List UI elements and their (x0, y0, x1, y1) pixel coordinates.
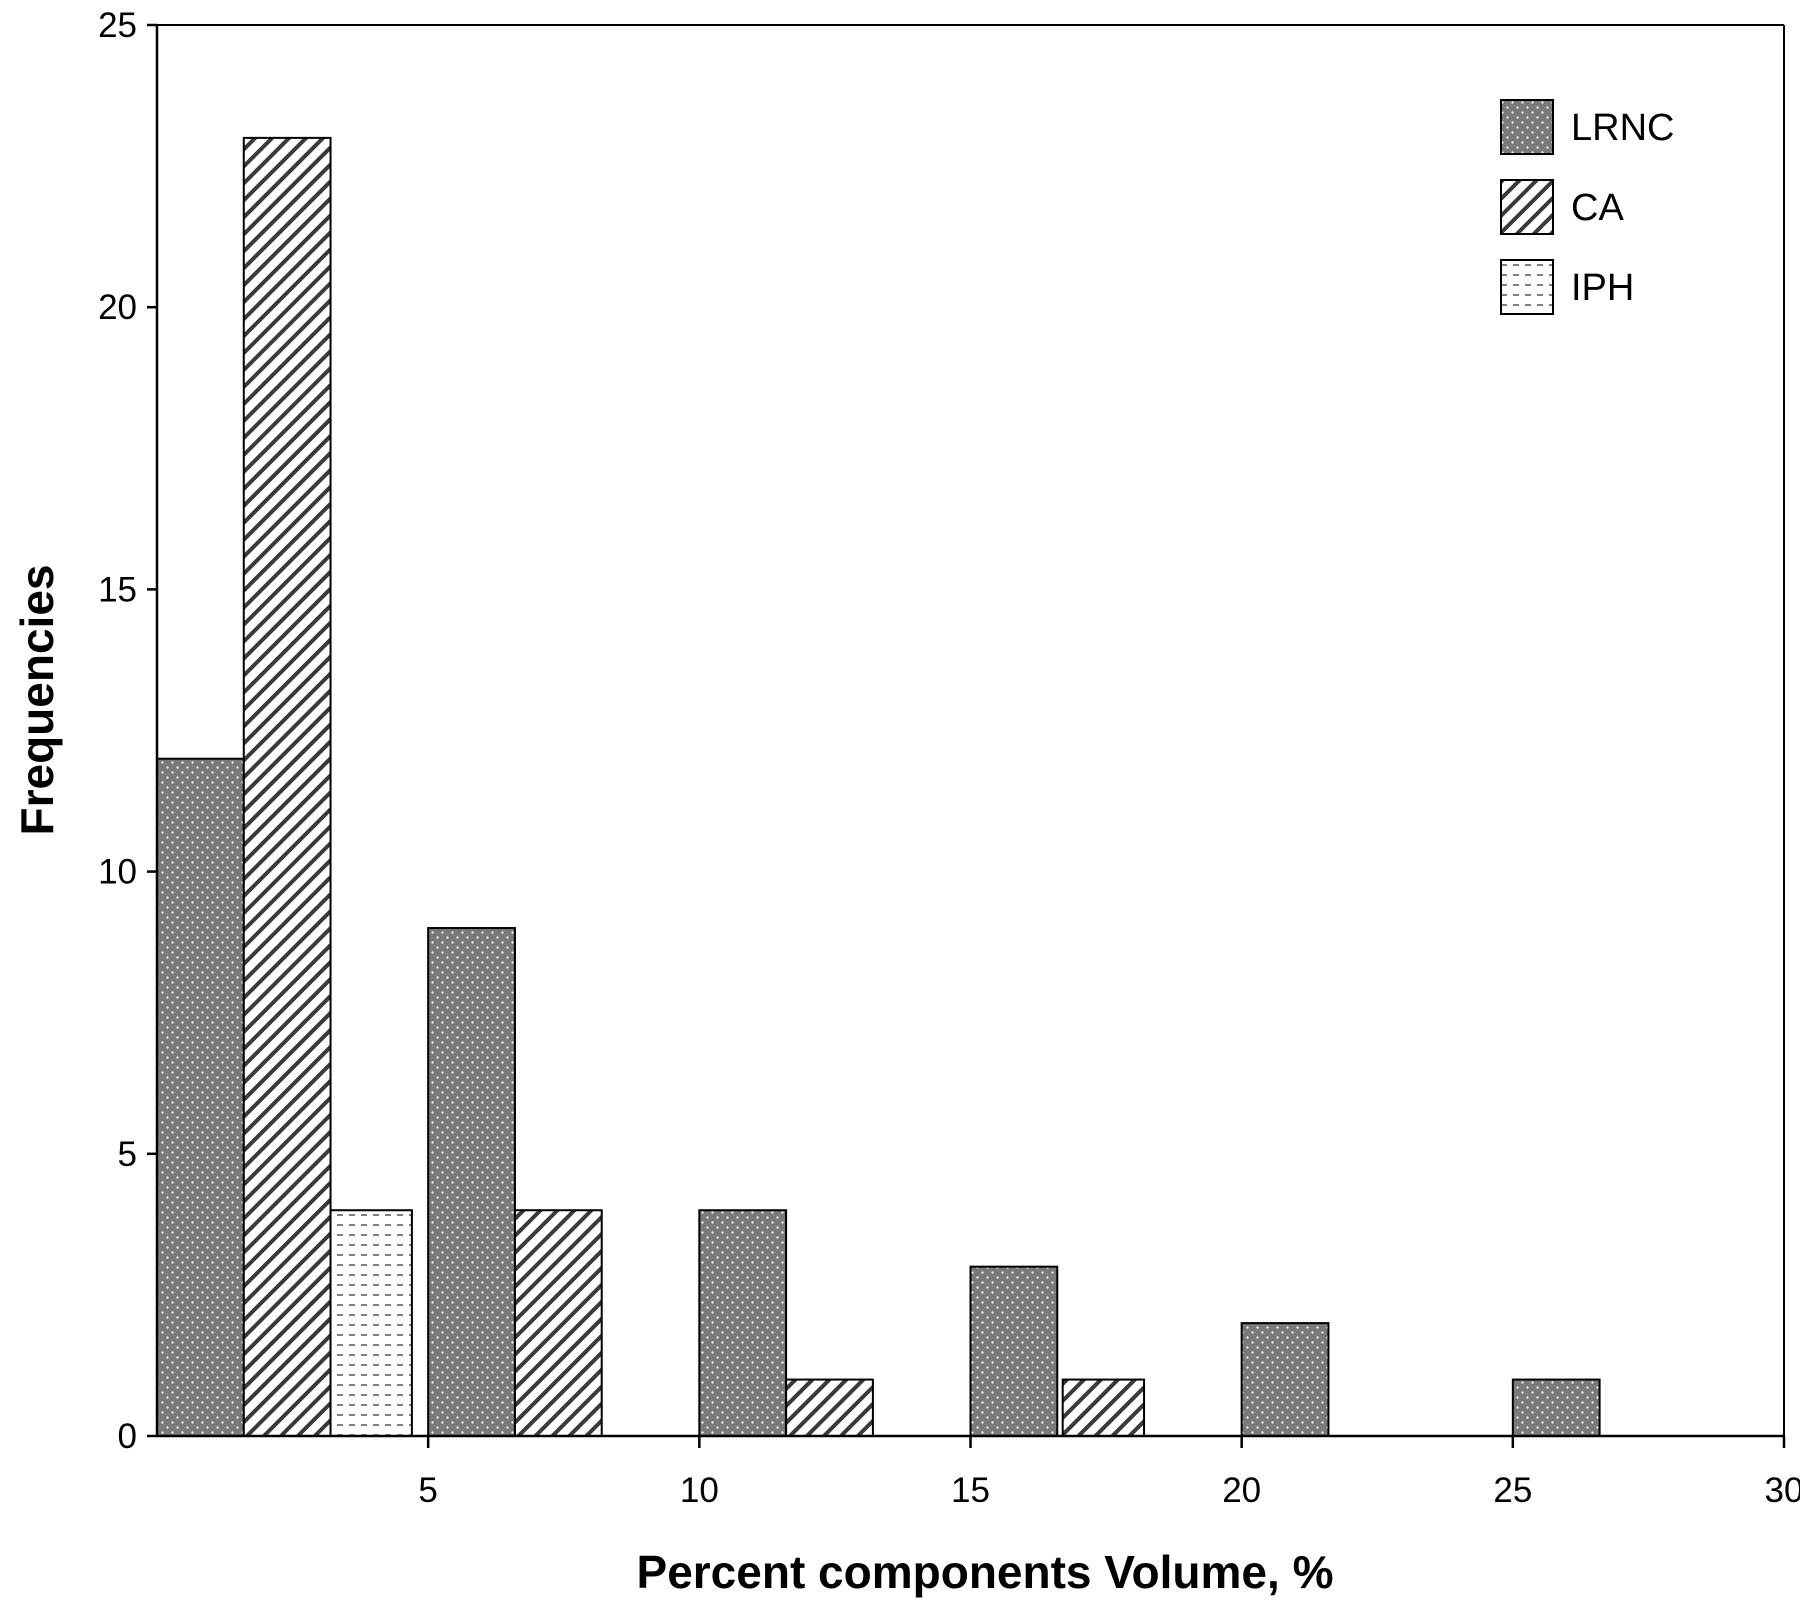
x-axis-title: Percent components Volume, % (637, 1546, 1334, 1598)
bar-lrnc (698, 1209, 788, 1437)
bar-lrnc (156, 757, 245, 1437)
bar-lrnc (427, 927, 516, 1437)
y-tick-label: 5 (118, 1135, 137, 1174)
plot-frame (157, 24, 1785, 1436)
legend-swatch-ca (1500, 179, 1554, 235)
legend: LRNC CA IPH (1500, 99, 1674, 315)
bar-lrnc (1511, 1378, 1601, 1438)
bars-group (156, 136, 1601, 1438)
y-tick-label: 15 (98, 570, 137, 609)
x-tick-label: 15 (951, 1471, 990, 1510)
bar-ca (242, 136, 332, 1437)
bar-lrnc (1240, 1322, 1330, 1437)
x-tick-label: 20 (1222, 1471, 1261, 1510)
bar-ca (513, 1209, 603, 1437)
x-tick-label: 10 (680, 1471, 719, 1510)
y-tick-label: 25 (98, 6, 137, 45)
bar-ca (1061, 1378, 1146, 1438)
y-tick-label: 10 (98, 853, 137, 892)
x-tick-label: 5 (418, 1471, 437, 1510)
legend-label-lrnc: LRNC (1571, 107, 1674, 149)
legend-label-ca: CA (1571, 187, 1624, 229)
y-ticks-group: 0 5 10 15 20 25 (98, 6, 157, 1456)
x-tick-label: 30 (1765, 1471, 1800, 1510)
legend-label-iph: IPH (1571, 267, 1634, 309)
legend-swatch-lrnc (1500, 99, 1554, 155)
x-tick-label: 25 (1493, 1471, 1532, 1510)
y-tick-label: 0 (118, 1417, 137, 1456)
x-ticks-group: 5 10 15 20 25 30 (418, 1436, 1800, 1510)
legend-swatch-iph (1500, 259, 1554, 315)
y-tick-label: 20 (98, 288, 137, 327)
bar-lrnc (969, 1265, 1059, 1438)
bar-iph (329, 1209, 413, 1437)
y-axis-title: Frequencies (11, 565, 63, 836)
bar-ca (785, 1378, 874, 1438)
